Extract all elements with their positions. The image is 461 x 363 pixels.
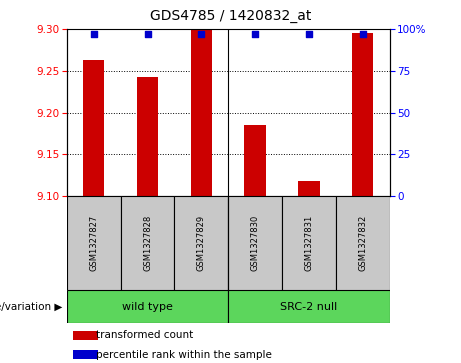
Point — [251, 31, 259, 37]
Text: genotype/variation ▶: genotype/variation ▶ — [0, 302, 62, 312]
Text: GSM1327830: GSM1327830 — [251, 215, 260, 271]
Text: transformed count: transformed count — [96, 330, 193, 340]
Point — [359, 31, 366, 37]
Text: wild type: wild type — [122, 302, 173, 312]
Bar — [83, 60, 105, 196]
FancyBboxPatch shape — [121, 196, 174, 290]
Bar — [352, 33, 373, 196]
FancyBboxPatch shape — [67, 290, 228, 323]
FancyBboxPatch shape — [228, 290, 390, 323]
Text: GDS4785 / 1420832_at: GDS4785 / 1420832_at — [150, 9, 311, 23]
Bar — [244, 125, 266, 196]
Text: SRC-2 null: SRC-2 null — [280, 302, 337, 312]
Point — [305, 31, 313, 37]
FancyBboxPatch shape — [282, 196, 336, 290]
Point — [198, 31, 205, 37]
Bar — [190, 30, 212, 196]
FancyBboxPatch shape — [228, 196, 282, 290]
Text: GSM1327828: GSM1327828 — [143, 215, 152, 271]
Text: GSM1327832: GSM1327832 — [358, 215, 367, 271]
FancyBboxPatch shape — [174, 196, 228, 290]
Point — [90, 31, 97, 37]
Text: GSM1327827: GSM1327827 — [89, 215, 98, 271]
FancyBboxPatch shape — [336, 196, 390, 290]
Bar — [73, 331, 98, 340]
Text: GSM1327829: GSM1327829 — [197, 215, 206, 271]
Bar — [298, 181, 319, 196]
Bar — [137, 77, 158, 196]
Bar — [73, 350, 98, 359]
Point — [144, 31, 151, 37]
Text: GSM1327831: GSM1327831 — [304, 215, 313, 271]
FancyBboxPatch shape — [67, 196, 121, 290]
Text: percentile rank within the sample: percentile rank within the sample — [96, 350, 272, 360]
